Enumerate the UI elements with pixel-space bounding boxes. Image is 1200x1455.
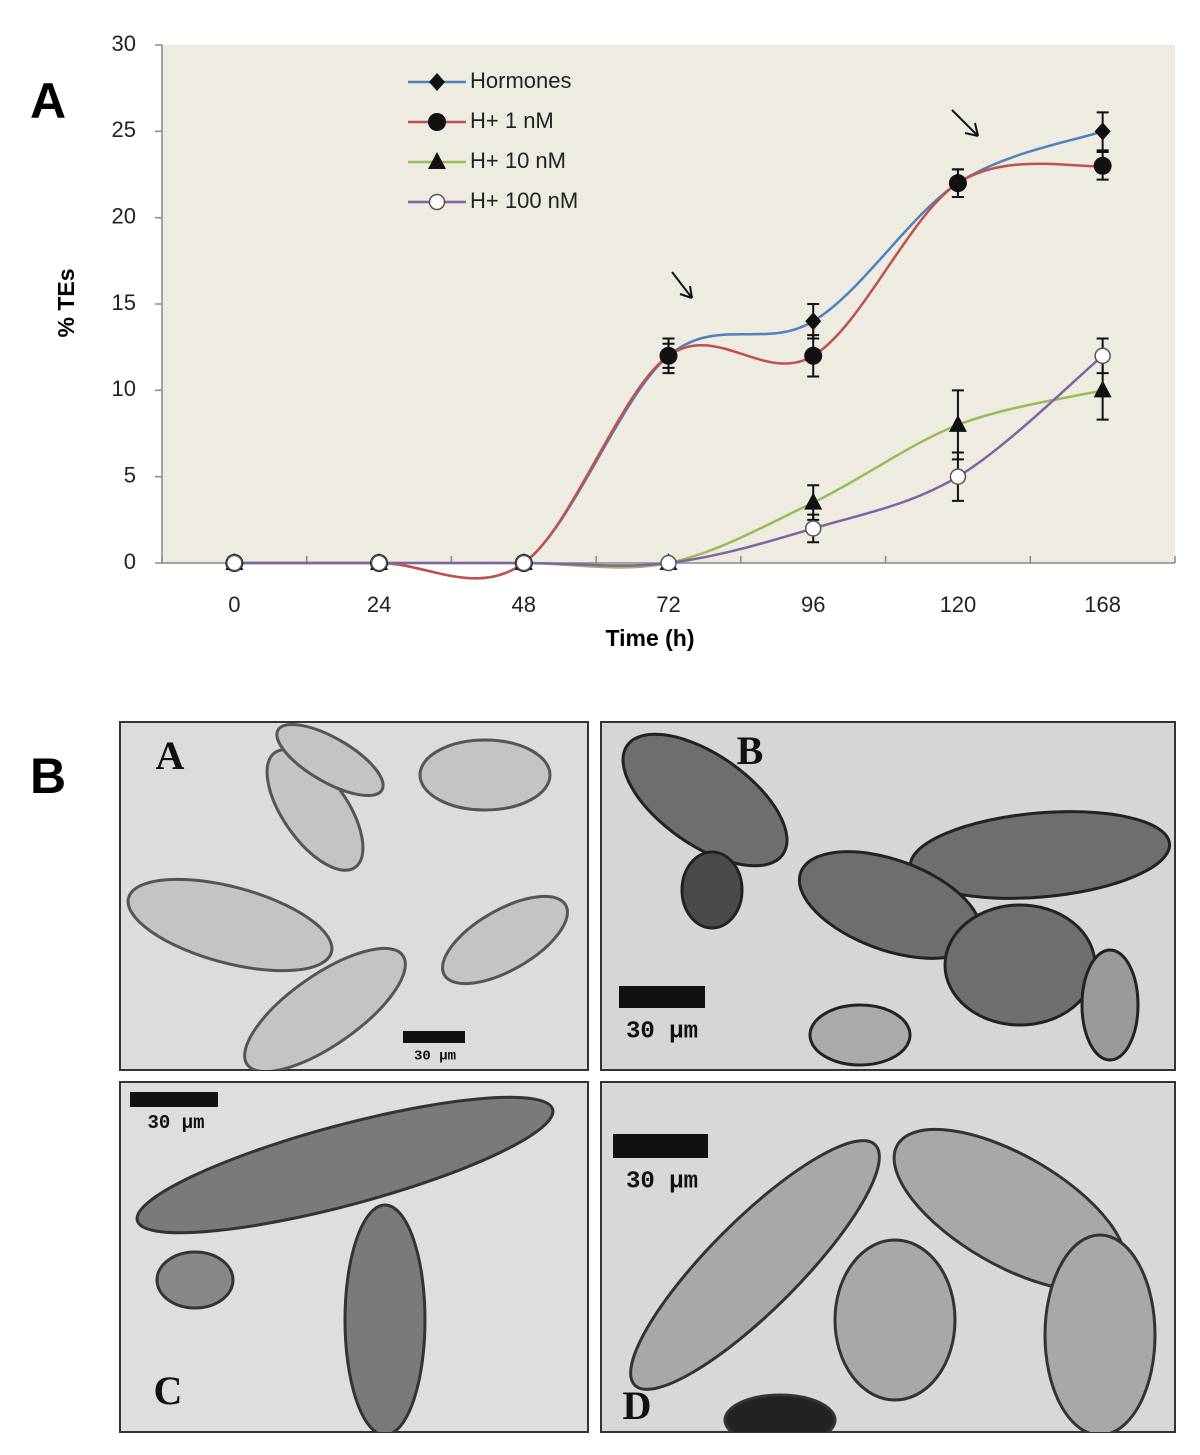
marker: [659, 346, 678, 365]
annotation-arrow: [671, 109, 979, 299]
marker: [1093, 380, 1112, 398]
y-tick-label: 0: [124, 549, 136, 574]
legend-marker: [429, 73, 445, 91]
marker: [804, 346, 823, 365]
marker: [1093, 156, 1112, 175]
x-tick-label: 96: [801, 592, 825, 617]
scale-label: 30 µm: [626, 1018, 698, 1045]
scale-bar: [130, 1092, 218, 1107]
scale-label: 30 µm: [626, 1168, 698, 1195]
scale-bar: [613, 1134, 708, 1158]
y-tick-label: 10: [112, 376, 136, 401]
y-axis-label: % TEs: [53, 268, 79, 337]
scale-bar: [403, 1031, 465, 1043]
legend-marker: [428, 193, 446, 211]
plot-background: [162, 45, 1175, 563]
marker: [805, 312, 822, 331]
legend-label: H+ 10 nM: [470, 148, 566, 173]
legend-marker: [428, 113, 446, 131]
panel-label: A: [30, 73, 66, 129]
scale-bar: [619, 986, 705, 1008]
legend-label: H+ 100 nM: [470, 188, 578, 213]
legend-label: Hormones: [470, 68, 571, 93]
y-tick-label: 15: [112, 290, 136, 315]
micrograph-label: D: [623, 1383, 652, 1428]
marker: [660, 554, 677, 572]
x-tick-label: 0: [228, 592, 240, 617]
micrograph-label: C: [154, 1368, 183, 1413]
y-tick-label: 30: [112, 31, 136, 56]
scale-label: 30 µm: [147, 1112, 204, 1134]
micrograph-label: A: [156, 733, 185, 778]
marker: [949, 468, 967, 485]
marker: [804, 492, 823, 510]
x-tick-label: 24: [367, 592, 391, 617]
marker: [370, 554, 388, 572]
x-tick-label: 168: [1084, 592, 1121, 617]
legend-marker: [428, 152, 446, 169]
marker: [1094, 347, 1111, 365]
panel-label: B: [30, 748, 66, 804]
micrograph-label: B: [737, 728, 764, 773]
x-tick-label: 48: [512, 592, 536, 617]
legend-label: H+ 1 nM: [470, 108, 554, 133]
x-axis-label: Time (h): [605, 625, 694, 651]
y-tick-label: 5: [124, 462, 136, 487]
marker: [1094, 122, 1111, 141]
marker: [948, 414, 967, 432]
marker: [226, 554, 243, 572]
micrographs: A B C D 30 µm 30 µm 30 µm 30 µm: [119, 721, 1176, 1433]
scale-label: 30 µm: [414, 1049, 456, 1065]
marker: [515, 554, 533, 572]
marker: [804, 520, 822, 537]
marker: [948, 174, 967, 193]
x-tick-label: 72: [656, 592, 680, 617]
y-tick-label: 20: [112, 203, 136, 228]
y-tick-label: 25: [112, 117, 136, 142]
x-tick-label: 120: [940, 592, 977, 617]
